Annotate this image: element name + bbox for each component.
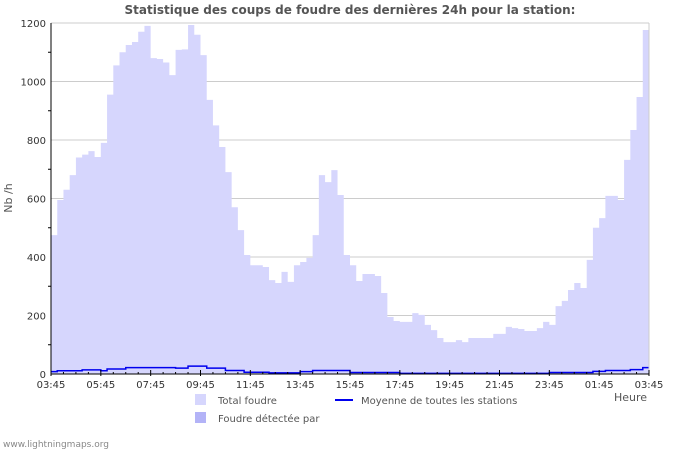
legend-swatch-average bbox=[335, 399, 353, 401]
y-tick-label: 0 bbox=[40, 370, 46, 381]
x-tick-label: 19:45 bbox=[435, 380, 464, 391]
x-tick-label: 17:45 bbox=[385, 380, 414, 391]
y-tick-label: 1000 bbox=[21, 78, 46, 89]
y-tick-label: 200 bbox=[27, 312, 46, 323]
y-tick-label: 400 bbox=[27, 253, 46, 264]
y-axis-label: Nb /h bbox=[2, 183, 15, 212]
y-tick-label: 600 bbox=[27, 195, 46, 206]
x-tick-label: 03:45 bbox=[635, 380, 664, 391]
series-line-average bbox=[51, 365, 649, 375]
x-tick-label: 23:45 bbox=[535, 380, 564, 391]
x-tick-label: 11:45 bbox=[236, 380, 265, 391]
y-tick-label: 800 bbox=[27, 136, 46, 147]
series-area-total bbox=[51, 25, 649, 375]
footer-link[interactable]: www.lightningmaps.org bbox=[3, 440, 109, 450]
x-tick-label: 07:45 bbox=[136, 380, 165, 391]
x-tick-label: 05:45 bbox=[86, 380, 115, 391]
x-tick-label: 09:45 bbox=[186, 380, 215, 391]
legend-swatch-detected bbox=[195, 412, 206, 423]
legend-label-detected: Foudre détectée par bbox=[218, 413, 320, 425]
chart-title: Statistique des coups de foudre des dern… bbox=[125, 3, 576, 17]
x-tick-label: 21:45 bbox=[485, 380, 514, 391]
y-tick-label: 1200 bbox=[21, 19, 46, 30]
x-tick-label: 01:45 bbox=[585, 380, 614, 391]
legend-label-average: Moyenne de toutes les stations bbox=[361, 396, 517, 407]
x-tick-label: 13:45 bbox=[286, 380, 315, 391]
x-tick-label: 15:45 bbox=[336, 380, 365, 391]
legend-label-total: Total foudre bbox=[217, 396, 277, 407]
x-tick-label: 03:45 bbox=[37, 380, 66, 391]
legend-swatch-total bbox=[195, 394, 206, 405]
x-axis-label: Heure bbox=[614, 391, 647, 404]
legend: Total foudre Moyenne de toutes les stati… bbox=[195, 394, 517, 425]
